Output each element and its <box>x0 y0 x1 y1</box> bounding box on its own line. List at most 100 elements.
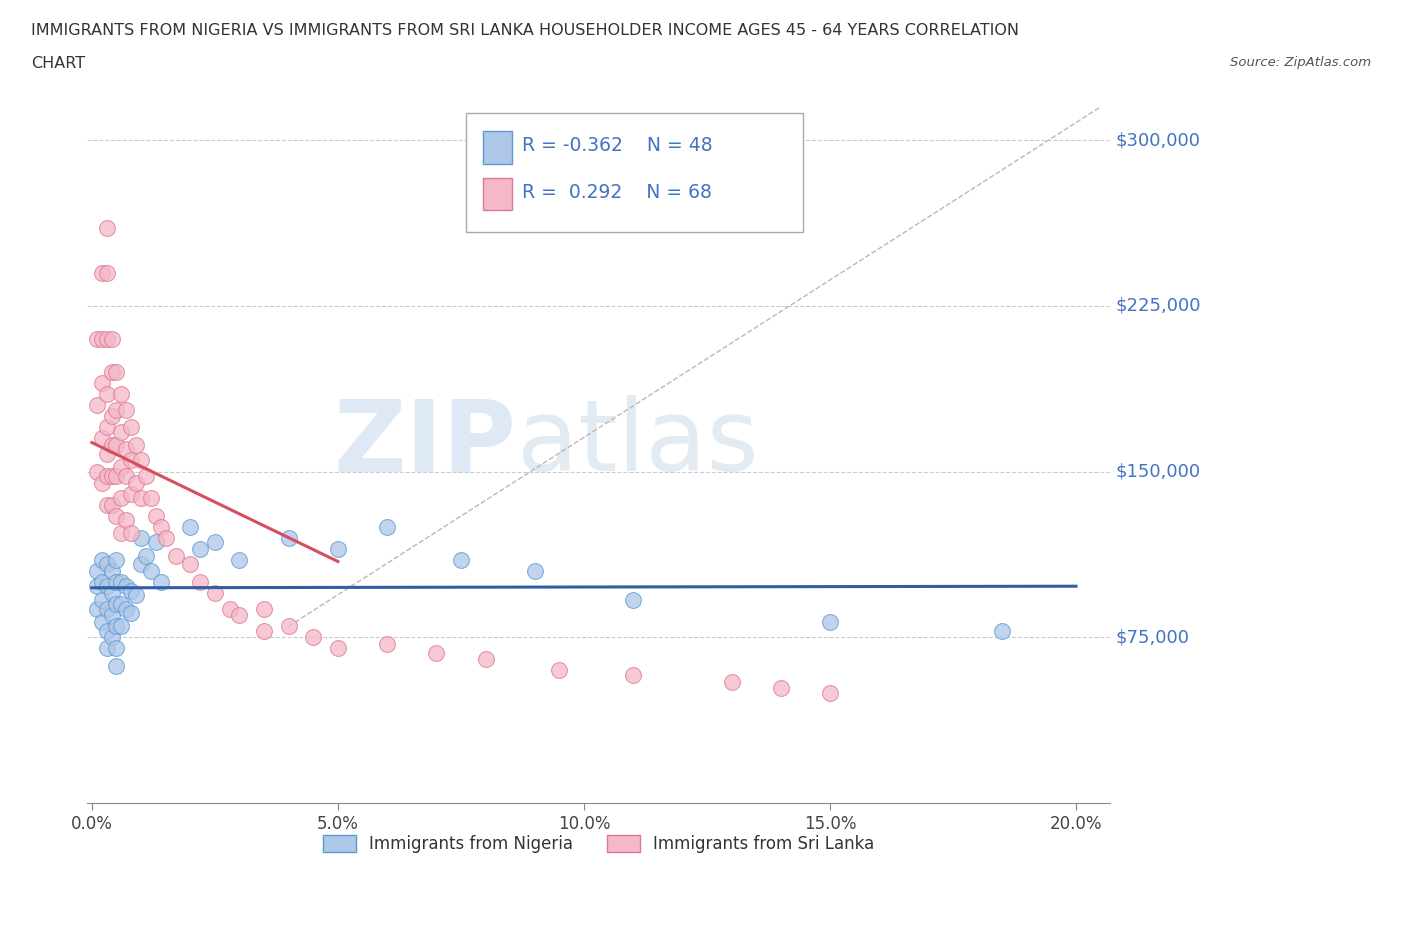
Point <box>96 579 118 594</box>
Point <box>129 557 152 572</box>
Point <box>145 535 167 550</box>
Point <box>96 469 118 484</box>
Point <box>818 615 841 630</box>
Point <box>115 601 138 616</box>
Point <box>86 579 108 594</box>
Point <box>326 541 349 556</box>
Point <box>105 618 128 633</box>
Point <box>120 453 142 468</box>
Point <box>105 365 128 379</box>
Point <box>100 630 122 644</box>
Point <box>277 530 299 545</box>
Point <box>100 409 122 424</box>
Point <box>90 592 112 607</box>
Point <box>105 575 128 590</box>
Point <box>110 526 132 541</box>
Point <box>96 641 118 656</box>
Point <box>621 668 644 683</box>
Point <box>105 469 128 484</box>
Point <box>96 420 118 435</box>
Text: $225,000: $225,000 <box>1115 297 1201 314</box>
Point <box>105 658 128 673</box>
Point <box>149 575 172 590</box>
Point <box>110 387 132 402</box>
Point <box>115 442 138 457</box>
FancyBboxPatch shape <box>465 113 803 232</box>
Point <box>135 469 157 484</box>
Text: atlas: atlas <box>517 395 758 492</box>
FancyBboxPatch shape <box>484 179 512 210</box>
Point <box>135 548 157 563</box>
Point <box>90 431 112 445</box>
FancyBboxPatch shape <box>484 131 512 164</box>
Point <box>86 564 108 578</box>
Point <box>204 535 226 550</box>
Point <box>90 615 112 630</box>
Point <box>139 491 162 506</box>
Point <box>86 331 108 346</box>
Point <box>179 519 201 534</box>
Point <box>110 459 132 474</box>
Text: R = -0.362    N = 48: R = -0.362 N = 48 <box>522 137 713 155</box>
Point <box>115 512 138 527</box>
Point <box>120 526 142 541</box>
Point <box>253 623 276 638</box>
Point <box>96 265 118 280</box>
Point <box>100 586 122 601</box>
Point <box>105 402 128 417</box>
Point <box>96 387 118 402</box>
Point <box>86 398 108 413</box>
Point <box>179 557 201 572</box>
Point <box>100 365 122 379</box>
Point <box>105 597 128 612</box>
Point <box>720 674 742 689</box>
Point <box>204 586 226 601</box>
Point <box>100 564 122 578</box>
Point <box>149 519 172 534</box>
Point <box>991 623 1014 638</box>
Point <box>375 519 398 534</box>
Point <box>120 420 142 435</box>
Point <box>120 583 142 598</box>
Point <box>120 486 142 501</box>
Point <box>100 331 122 346</box>
Point <box>96 557 118 572</box>
Point <box>115 579 138 594</box>
Text: R =  0.292    N = 68: R = 0.292 N = 68 <box>522 183 711 202</box>
Point <box>96 446 118 461</box>
Point <box>165 548 187 563</box>
Point <box>110 618 132 633</box>
Point <box>86 601 108 616</box>
Point <box>129 453 152 468</box>
Text: $300,000: $300,000 <box>1115 131 1201 149</box>
Point <box>425 645 447 660</box>
Point <box>129 530 152 545</box>
Point <box>96 623 118 638</box>
Point <box>100 438 122 453</box>
Point <box>228 608 250 623</box>
Point <box>90 376 112 391</box>
Point <box>86 464 108 479</box>
Point <box>375 636 398 651</box>
Point <box>115 402 138 417</box>
Point <box>90 475 112 490</box>
Point <box>188 541 211 556</box>
Point <box>110 575 132 590</box>
Point <box>155 530 177 545</box>
Point <box>818 685 841 700</box>
Point <box>302 630 325 644</box>
Point <box>100 608 122 623</box>
Point <box>228 552 250 567</box>
Point <box>450 552 472 567</box>
Point <box>105 641 128 656</box>
Point <box>105 509 128 524</box>
Point <box>125 588 148 603</box>
Point <box>105 438 128 453</box>
Point <box>100 469 122 484</box>
Point <box>769 681 792 696</box>
Text: $150,000: $150,000 <box>1115 462 1201 481</box>
Point <box>90 575 112 590</box>
Point <box>474 652 496 667</box>
Point <box>139 564 162 578</box>
Point <box>125 475 148 490</box>
